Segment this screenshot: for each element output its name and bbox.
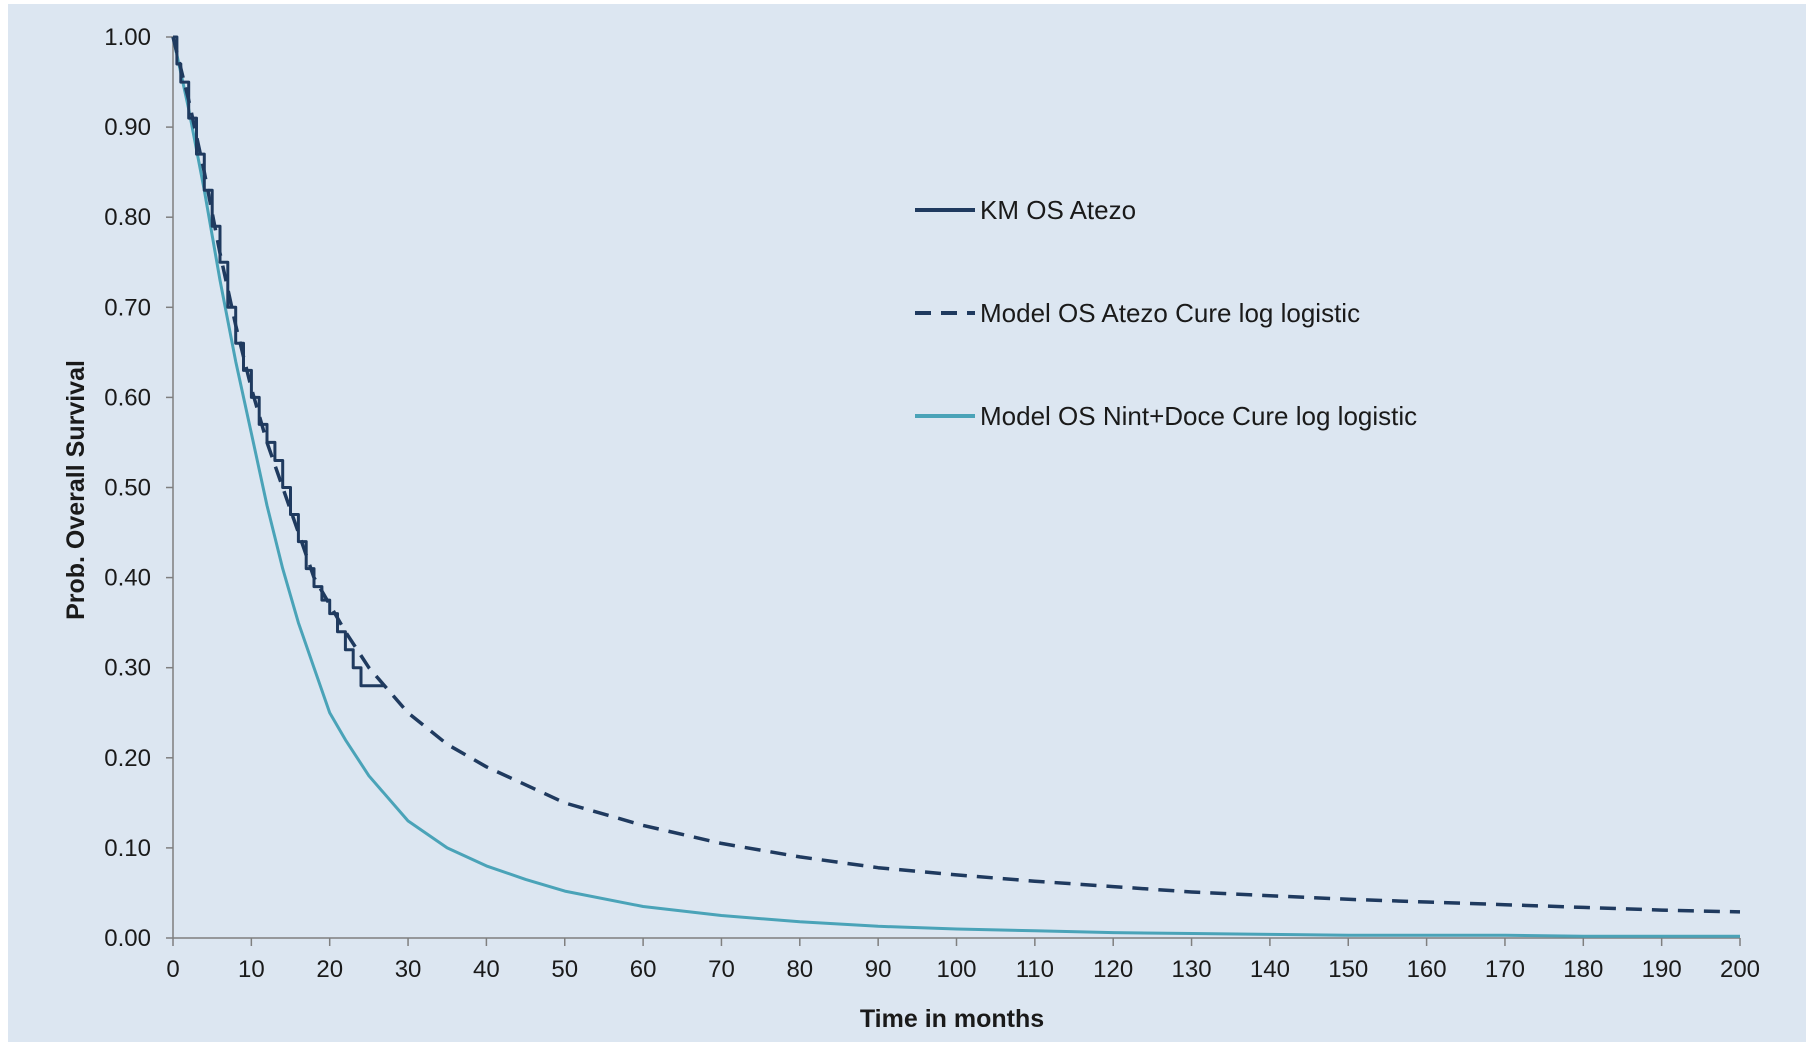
y-tick-label: 0.10 [104,835,151,862]
x-tick-label: 130 [1172,956,1212,983]
x-tick-label: 40 [473,956,500,983]
x-tick-label: 10 [238,956,265,983]
x-tick-label: 170 [1485,956,1525,983]
x-tick-label: 100 [936,956,976,983]
x-tick-label: 20 [316,956,343,983]
x-axis-ticks: 0 10 20 30 40 50 60 70 80 90 100 110 120 130 140 150 160… [166,938,1760,983]
y-tick-label: 0.80 [104,204,151,231]
x-tick-label: 180 [1563,956,1603,983]
series-layer [171,35,1741,938]
legend-label: Model OS Nint+Doce Cure log logistic [980,401,1417,431]
x-tick-label: 30 [395,956,422,983]
x-tick-label: 0 [166,956,179,983]
series-line-1 [171,36,1741,914]
x-tick-label: 200 [1720,956,1760,983]
series-line-0 [173,35,385,688]
y-tick-label: 0.40 [104,565,151,592]
x-tick-label: 60 [630,956,657,983]
y-tick-label: 0.00 [104,925,151,952]
legend: KM OS Atezo Model OS Atezo Cure log logis… [915,195,1417,431]
y-axis-title: Prob. Overall Survival [62,360,90,620]
x-tick-label: 150 [1328,956,1368,983]
y-tick-label: 1.00 [104,24,151,51]
y-tick-label: 0.50 [104,475,151,502]
x-tick-label: 120 [1093,956,1133,983]
chart-background [8,4,1806,1042]
y-tick-label: 0.60 [104,384,151,411]
x-tick-label: 190 [1642,956,1682,983]
series-line-2 [171,36,1740,938]
y-tick-label: 0.90 [104,114,151,141]
x-tick-label: 110 [1016,956,1054,983]
x-tick-label: 50 [551,956,578,983]
legend-label: KM OS Atezo [980,195,1136,225]
y-axis-ticks: 0.00 0.10 0.20 0.30 0.40 0.50 0.60 0.70 0.80 0.90… [104,24,173,952]
x-tick-label: 80 [786,956,813,983]
y-tick-label: 0.70 [104,294,151,321]
x-tick-label: 70 [708,956,735,983]
y-tick-label: 0.20 [104,745,151,772]
x-tick-label: 90 [865,956,892,983]
x-tick-label: 160 [1407,956,1447,983]
legend-label: Model OS Atezo Cure log logistic [980,298,1360,328]
x-tick-label: 140 [1250,956,1290,983]
x-axis-title: Time in months [860,1005,1044,1033]
y-tick-label: 0.30 [104,655,151,682]
